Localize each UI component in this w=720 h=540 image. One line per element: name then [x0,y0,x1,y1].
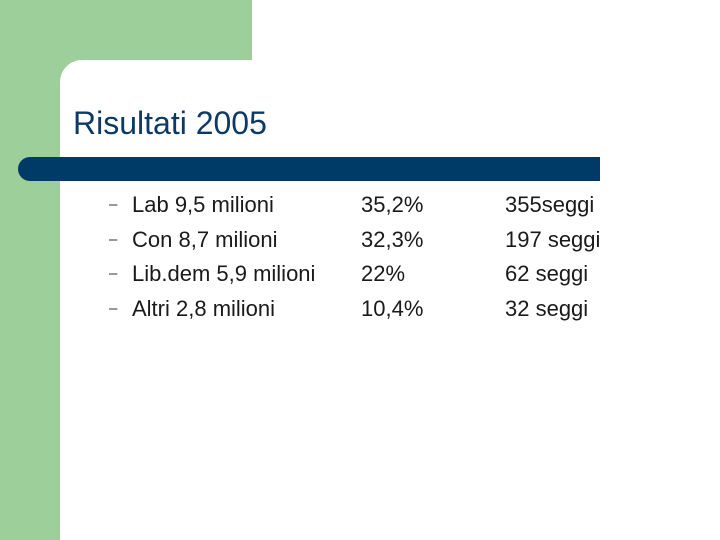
list-item: – Lab 9,5 milioni [109,188,315,223]
list-item: – Lib.dem 5,9 milioni [109,257,316,292]
dash-bullet-icon: – [109,299,118,317]
party-votes-label: Lab 9,5 milioni [132,192,274,217]
party-votes-label: Con 8,7 milioni [132,226,278,252]
list-item: – Con 8,7 milioni [109,223,315,258]
percent-value: 35,2% [361,192,424,217]
percent-value: 22% [361,261,406,286]
party-votes-label: Altri 2,8 milioni [132,295,276,321]
percent-value: 32,3% [361,226,424,252]
decorative-green-sidebar [0,0,60,540]
seats-column: 355seggi 197 seggi 62 seggi 32 seggi [505,188,600,326]
dash-bullet-icon: – [109,265,118,282]
slide-content-area [60,60,720,540]
percent-column: 35,2% 32,3% 22% 10,4% [361,188,423,326]
dash-bullet-icon: – [109,196,118,213]
seats-value: 32 seggi [505,295,589,321]
party-votes-label: Lib.dem 5,9 milioni [132,261,316,286]
list-item: – Altri 2,8 milioni [109,292,315,327]
slide-title: Risultati 2005 [73,105,267,141]
dash-bullet-icon: – [109,230,118,248]
percent-value: 10,4% [361,295,424,321]
title-underline-bar [18,157,600,181]
seats-value: 62 seggi [505,261,589,286]
seats-value: 197 seggi [505,226,601,252]
seats-value: 355seggi [505,192,595,217]
party-votes-column: – Lab 9,5 milioni – Con 8,7 milioni – Lib.d… [109,188,316,327]
